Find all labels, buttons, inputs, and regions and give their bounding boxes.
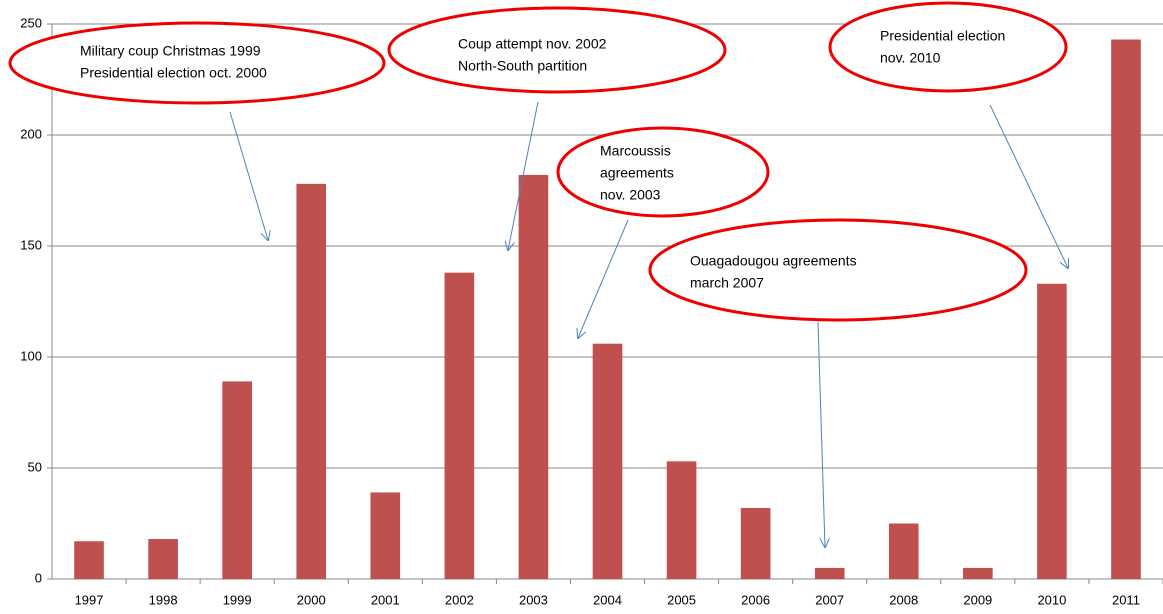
annotation-text: nov. 2003 <box>600 187 661 203</box>
y-tick-label: 100 <box>20 348 42 363</box>
annotation-ellipse <box>648 218 1028 322</box>
annotation-arrow <box>817 321 825 547</box>
x-tick-label: 2009 <box>963 592 992 607</box>
bar <box>666 461 697 579</box>
bar <box>370 492 401 579</box>
bar <box>296 183 327 579</box>
bar <box>963 567 993 579</box>
annotation-text: Ouagadougou agreements <box>690 253 857 269</box>
y-tick-label: 0 <box>35 570 42 585</box>
annotation-arrow <box>578 219 629 338</box>
y-tick-label: 250 <box>20 15 42 30</box>
x-tick-label: 2005 <box>667 592 696 607</box>
annotation-text: Marcoussis <box>600 143 671 159</box>
y-tick-label: 150 <box>20 237 42 252</box>
annotation-arrow <box>508 101 539 250</box>
annotation-text: nov. 2010 <box>880 50 941 66</box>
x-tick-label: 2011 <box>1112 592 1140 607</box>
bar <box>148 539 178 579</box>
bar <box>518 174 549 579</box>
annotation-text: Presidential election oct. 2000 <box>80 65 267 81</box>
bar <box>1111 39 1141 580</box>
x-tick-label: 2004 <box>593 592 622 607</box>
x-tick-label: 2001 <box>371 592 400 607</box>
annotation-arrow <box>989 104 1068 268</box>
annotation-text: march 2007 <box>690 275 764 291</box>
bar <box>888 523 919 579</box>
annotation-ellipse <box>828 1 1068 93</box>
x-tick-label: 2003 <box>519 592 548 607</box>
bar <box>1037 283 1067 579</box>
bar <box>592 343 623 579</box>
annotation-text: North-South partition <box>458 58 587 74</box>
annotation-ellipse <box>8 21 386 105</box>
x-tick-label: 2010 <box>1037 592 1066 607</box>
annotation-arrow <box>229 111 268 240</box>
annotation-ellipse <box>556 126 770 218</box>
bar <box>222 381 252 579</box>
annotation-ellipse <box>387 6 727 94</box>
x-tick-label: 1997 <box>75 592 104 607</box>
bar <box>444 272 475 579</box>
x-tick-label: 2006 <box>741 592 770 607</box>
x-tick-label: 1999 <box>223 592 252 607</box>
x-tick-label: 2000 <box>297 592 326 607</box>
annotation-text: Military coup Christmas 1999 <box>80 43 261 59</box>
y-tick-label: 200 <box>20 126 42 141</box>
bar <box>74 541 104 579</box>
x-tick-label: 2002 <box>445 592 474 607</box>
annotation-text: agreements <box>600 165 674 181</box>
bar <box>814 567 845 579</box>
annotation-text: Coup attempt nov. 2002 <box>458 36 607 52</box>
annotation-text: Presidential election <box>880 28 1005 44</box>
bar <box>740 507 771 579</box>
x-tick-label: 2008 <box>889 592 918 607</box>
y-tick-label: 50 <box>28 459 42 474</box>
x-tick-label: 1998 <box>149 592 178 607</box>
x-tick-label: 2007 <box>815 592 844 607</box>
